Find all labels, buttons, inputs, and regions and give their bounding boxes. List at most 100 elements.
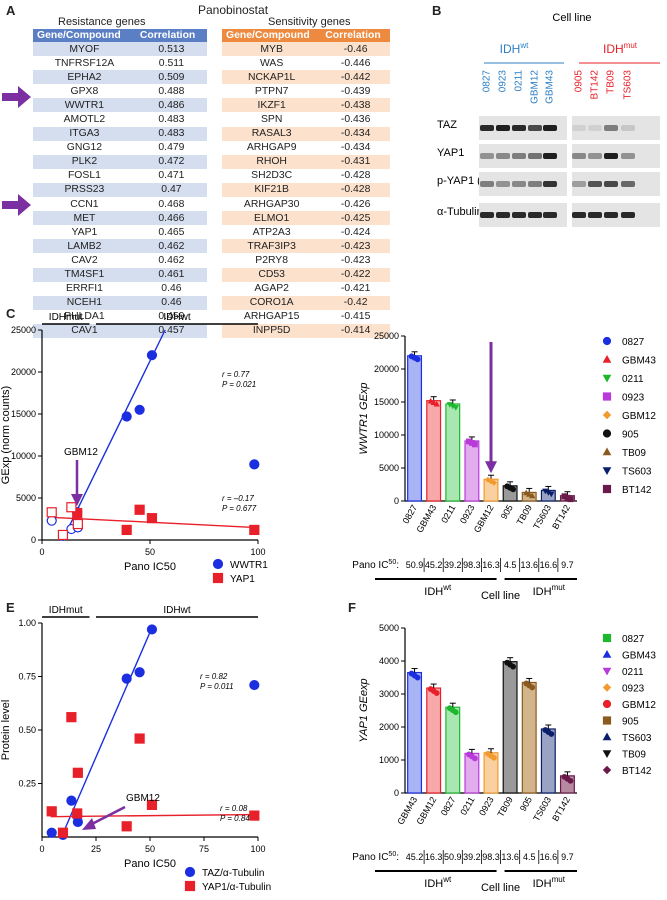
blot-band — [543, 125, 557, 131]
sensitivity-corr-cell: -0.422 — [321, 267, 390, 282]
fit-line — [60, 627, 153, 838]
sensitivity-corr-cell: -0.42 — [321, 295, 390, 310]
bar — [426, 400, 442, 502]
resistance-gene-cell: MET — [33, 211, 136, 226]
resistance-gene-cell: WWTR1 — [33, 98, 136, 113]
data-point — [72, 808, 83, 819]
legend-marker — [212, 558, 224, 570]
ic50-value: 4.5 — [523, 852, 536, 862]
resistance-row: CAV2 0.462 — [33, 253, 207, 268]
legend-marker — [602, 667, 612, 676]
resistance-corr-cell: 0.483 — [135, 126, 207, 141]
ic50-value: 16.3 — [425, 852, 443, 862]
data-point — [46, 806, 57, 817]
stat-r-taz: r = 0.82 — [200, 672, 228, 681]
sensitivity-gene-cell: RASAL3 — [222, 126, 322, 141]
resistance-row: FOSL1 0.471 — [33, 168, 207, 183]
y-axis-label: GExp (norm counts) — [0, 386, 12, 484]
y-tick-label: 3000 — [379, 689, 399, 699]
stat-p-wwtr1: P = 0.021 — [222, 380, 256, 389]
bar — [445, 403, 461, 502]
y-tick-label: 25000 — [374, 331, 399, 341]
resistance-corr-cell: 0.46 — [135, 295, 207, 310]
x-tick-label: 50 — [145, 844, 155, 854]
y-tick-label: 20000 — [374, 364, 399, 374]
resistance-row: PHLDA1 0.459 — [33, 309, 207, 324]
resistance-row: EPHA2 0.509 — [33, 70, 207, 85]
sens-col-gene: Gene/Compound — [222, 29, 322, 42]
ic50-value: 16.3 — [482, 560, 500, 570]
blot-band — [528, 181, 542, 187]
blot-band — [480, 153, 494, 159]
legend-marker — [602, 484, 612, 494]
chart-d: 0 5000 10000 15000 20000 25000 WWTR1 GExp 0827 5… — [352, 331, 656, 602]
resistance-row: PLK2 0.472 — [33, 154, 207, 169]
group-label: IDHmut — [49, 312, 83, 323]
res-col-corr: Correlation — [135, 29, 207, 42]
chart-f: 0 1000 2000 3000 4000 5000 YAP1 GEexp GBM43 45.2… — [352, 623, 656, 894]
blot-band — [588, 153, 602, 159]
x-tick-label: 75 — [199, 844, 209, 854]
x-axis-label: Pano IC50 — [124, 858, 176, 870]
y-axis-label: WWTR1 GExp — [358, 382, 370, 454]
blot-band — [512, 212, 526, 218]
sensitivity-row: P2RY8 -0.423 — [222, 253, 390, 268]
sensitivity-row: ARHGAP9 -0.434 — [222, 140, 390, 155]
blot-band — [621, 181, 635, 187]
blot-band — [572, 181, 586, 187]
x-axis-label: Pano IC50 — [124, 561, 176, 573]
panel-letter-e: E — [6, 600, 15, 615]
sens-col-corr: Correlation — [321, 29, 390, 42]
x-axis-label: Cell line — [481, 882, 520, 894]
x-tick-label: TB09 — [515, 503, 534, 527]
resistance-corr-cell: 0.461 — [135, 267, 207, 282]
replicate-point — [491, 754, 497, 761]
sensitivity-row: TRAF3IP3 -0.423 — [222, 239, 390, 254]
sensitivity-corr-cell: -0.431 — [321, 154, 390, 169]
data-point — [57, 529, 69, 541]
sensitivity-corr-cell: -0.46 — [321, 42, 390, 57]
resistance-corr-cell: 0.471 — [135, 168, 207, 183]
ic50-value: 50.9 — [406, 560, 424, 570]
panel-a-title: Panobinostat — [197, 3, 269, 17]
sensitivity-gene-cell: INPP5D — [222, 323, 322, 338]
ic50-value: 45.2 — [425, 560, 443, 570]
legend-label: TS603 — [622, 467, 652, 478]
resistance-row: TM4SF1 0.461 — [33, 267, 207, 282]
resistance-gene-cell: MYOF — [33, 42, 136, 57]
sensitivity-corr-cell: -0.436 — [321, 112, 390, 127]
blot-band — [543, 212, 557, 218]
idh-wt-label: IDHwt — [424, 875, 452, 890]
legend-label: YAP1/α-Tubulin — [202, 882, 271, 893]
blot-band — [621, 125, 635, 131]
resistance-table: Gene/Compound Correlation MYOF 0.513 TNFRS… — [33, 29, 207, 338]
sensitivity-row: IKZF1 -0.438 — [222, 98, 390, 113]
y-tick-label: 0.25 — [18, 779, 36, 789]
resistance-gene-cell: TM4SF1 — [33, 267, 136, 282]
legend-label: TB09 — [622, 448, 646, 459]
blot-lane-label: TS603 — [623, 70, 634, 100]
sensitivity-corr-cell: -0.423 — [321, 253, 390, 268]
resistance-row: GPX8 0.488 — [33, 84, 207, 99]
gbm12-arrowhead — [485, 461, 497, 474]
replicate-point — [548, 731, 555, 737]
blot-row: p-YAP1 (S127) — [437, 172, 660, 196]
y-tick-label: 10000 — [374, 430, 399, 440]
legend-label: GBM43 — [622, 356, 656, 367]
ic50-value: 50.9 — [444, 852, 462, 862]
y-tick-label: 20000 — [11, 367, 36, 377]
legend-label: WWTR1 — [230, 560, 268, 571]
cell-line-label: Cell line — [552, 12, 591, 24]
sensitivity-corr-cell: -0.439 — [321, 84, 390, 99]
fit-line — [50, 813, 254, 818]
resistance-row: CAV1 0.457 — [33, 323, 207, 338]
sensitivity-row: SH2D3C -0.428 — [222, 168, 390, 183]
sensitivity-row: NCKAP1L -0.442 — [222, 70, 390, 85]
resistance-gene-cell: YAP1 — [33, 225, 136, 240]
legend-marker — [212, 572, 224, 584]
resistance-gene-cell: NCEH1 — [33, 295, 136, 310]
legend-label: 0827 — [622, 634, 645, 645]
legend-marker — [602, 467, 612, 476]
data-point — [57, 827, 69, 838]
x-tick-label: 0211 — [458, 795, 476, 817]
